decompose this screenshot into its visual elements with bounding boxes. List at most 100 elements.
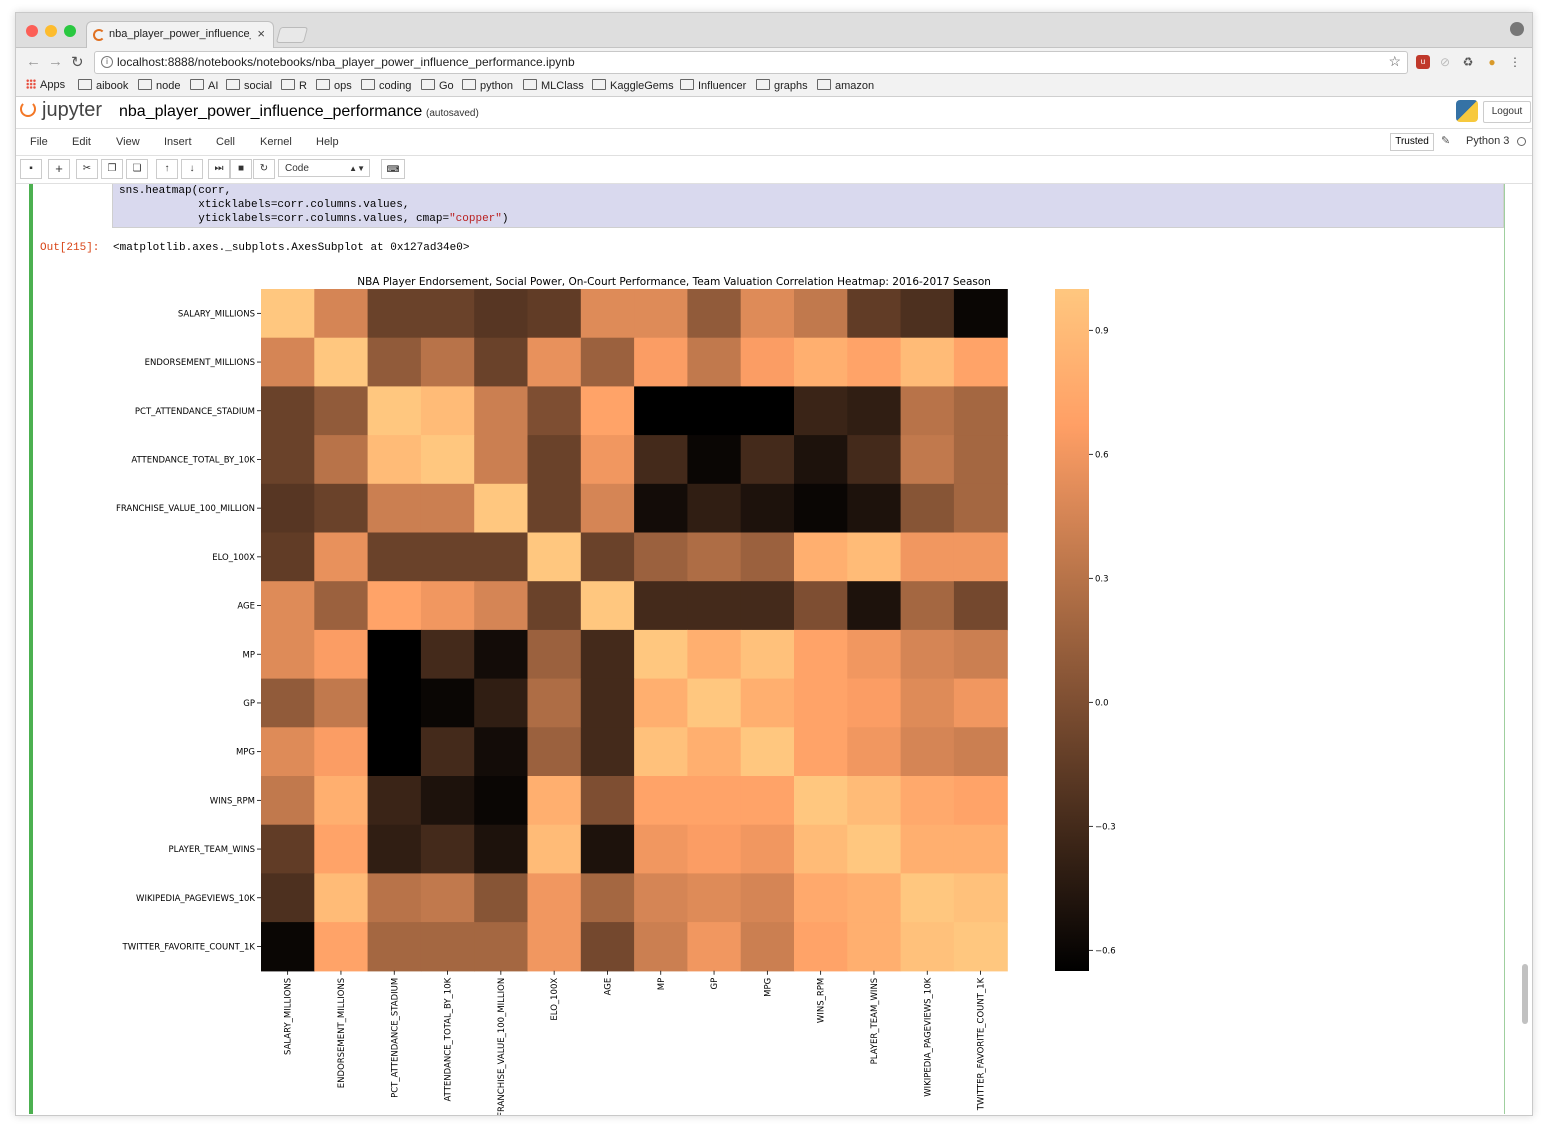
back-arrow-icon[interactable]: ←	[26, 53, 41, 70]
x-tick-label: MP	[657, 978, 667, 990]
bookmark-social[interactable]: social	[226, 79, 272, 92]
heatmap-cell	[900, 532, 955, 582]
minimize-window-button[interactable]	[45, 25, 57, 37]
extension-icon[interactable]: ⊘	[1439, 55, 1451, 69]
heatmap-cell	[527, 386, 582, 436]
interrupt-kernel-icon[interactable]: ■	[230, 159, 252, 179]
menu-file[interactable]: File	[30, 136, 48, 148]
ublock-extension-icon[interactable]: u	[1416, 55, 1430, 69]
bookmark-ai[interactable]: AI	[190, 79, 218, 92]
bookmark-star-icon[interactable]: ☆	[1388, 53, 1401, 69]
code-line: yticklabels=corr.columns.values, cmap="c…	[119, 213, 509, 225]
heatmap-cell	[261, 337, 315, 387]
heatmap-cell	[367, 581, 422, 631]
bookmark-go[interactable]: Go	[421, 79, 454, 92]
recycle-extension-icon[interactable]: ♻	[1462, 55, 1474, 69]
bookmark-node[interactable]: node	[138, 79, 180, 92]
heatmap-cell	[367, 629, 422, 680]
y-tick-label: MP	[243, 650, 255, 660]
bookmark-amazon[interactable]: amazon	[817, 79, 874, 92]
heatmap-cell	[634, 629, 688, 680]
heatmap-cell	[527, 873, 582, 923]
heatmap-cell	[314, 824, 369, 874]
heatmap-cell	[527, 727, 582, 777]
x-tick-label: WINS_RPM	[817, 978, 827, 1023]
bookmark-aibook[interactable]: aibook	[78, 79, 128, 92]
menu-insert[interactable]: Insert	[164, 136, 192, 148]
bookmark-influencer[interactable]: Influencer	[680, 79, 746, 92]
x-tick-label: ELO_100X	[550, 978, 560, 1021]
move-down-icon[interactable]: ↓	[181, 159, 203, 179]
close-tab-icon[interactable]: ×	[257, 26, 265, 41]
bookmark-kagglegems[interactable]: KaggleGems	[592, 79, 674, 92]
address-bar[interactable]: i localhost:8888/notebooks/notebooks/nba…	[94, 51, 1408, 74]
folder-icon	[361, 79, 375, 90]
heatmap-cell	[953, 824, 1008, 874]
menu-view[interactable]: View	[116, 136, 140, 148]
cookie-extension-icon[interactable]: ●	[1488, 55, 1496, 69]
heatmap-cell	[794, 727, 848, 777]
heatmap-cell	[580, 727, 635, 777]
heatmap-cell	[261, 678, 315, 728]
heatmap-cell	[794, 289, 848, 339]
bookmark-python[interactable]: python	[462, 79, 513, 92]
url-text: localhost:8888/notebooks/notebooks/nba_p…	[117, 55, 575, 69]
bookmark-mlclass[interactable]: MLClass	[523, 79, 584, 92]
heatmap-cell	[420, 922, 475, 972]
heatmap-cell	[687, 386, 742, 436]
menu-cell[interactable]: Cell	[216, 136, 235, 148]
reload-icon[interactable]: ↻	[71, 54, 84, 71]
menu-kernel[interactable]: Kernel	[260, 136, 292, 148]
browser-tab[interactable]: nba_player_power_influence_p ×	[86, 21, 274, 48]
code-input-area[interactable]: sns.heatmap(corr, xticklabels=corr.colum…	[112, 184, 1504, 228]
autosave-status: (autosaved)	[426, 108, 479, 119]
bookmark-coding[interactable]: coding	[361, 79, 411, 92]
heatmap-cell	[900, 873, 955, 923]
heatmap-cell	[367, 678, 422, 728]
y-tick-label: GP	[243, 699, 255, 709]
trusted-indicator[interactable]: Trusted	[1390, 133, 1434, 151]
insert-cell-icon[interactable]: +	[48, 159, 70, 179]
folder-icon	[421, 79, 435, 90]
browser-menu-icon[interactable]: ⋮	[1509, 55, 1521, 69]
heatmap-cell	[900, 824, 955, 874]
page-scrollbar[interactable]	[1522, 964, 1528, 1024]
menu-help[interactable]: Help	[316, 136, 339, 148]
jupyter-logo[interactable]: jupyter	[20, 99, 102, 122]
heatmap-cell	[847, 386, 902, 436]
heatmap-cell	[687, 922, 742, 972]
forward-arrow-icon[interactable]: →	[48, 53, 63, 70]
profile-icon[interactable]	[1510, 22, 1524, 36]
logout-button[interactable]: Logout	[1483, 101, 1531, 123]
bookmark-r[interactable]: R	[281, 79, 307, 92]
close-window-button[interactable]	[26, 25, 38, 37]
notebook-name[interactable]: nba_player_power_influence_performance	[119, 103, 423, 120]
folder-icon	[756, 79, 770, 90]
heatmap-cell	[900, 776, 955, 826]
menu-edit[interactable]: Edit	[72, 136, 91, 148]
bookmark-graphs[interactable]: graphs	[756, 79, 808, 92]
cut-icon[interactable]: ✂	[76, 159, 98, 179]
move-up-icon[interactable]: ↑	[156, 159, 178, 179]
heatmap-cell	[580, 629, 635, 680]
run-cell-icon[interactable]: ⏭	[208, 159, 230, 179]
bookmark-apps[interactable]: Apps	[26, 79, 65, 91]
save-icon[interactable]: ▪	[20, 159, 42, 179]
cell-type-select[interactable]: Code ▲▼	[278, 159, 370, 177]
bookmark-ops[interactable]: ops	[316, 79, 352, 92]
heatmap-cell	[474, 289, 529, 339]
heatmap-cell	[794, 435, 848, 485]
heatmap-cell	[527, 289, 582, 339]
info-icon[interactable]: i	[101, 56, 113, 68]
restart-kernel-icon[interactable]: ↻	[253, 159, 275, 179]
heatmap-cell	[420, 824, 475, 874]
edit-pencil-icon[interactable]: ✎	[1441, 135, 1451, 147]
copy-icon[interactable]: ❐	[101, 159, 123, 179]
heatmap-cell	[740, 435, 795, 485]
maximize-window-button[interactable]	[64, 25, 76, 37]
keyboard-shortcuts-icon[interactable]: ⌨	[381, 159, 405, 179]
heatmap-cell	[900, 581, 955, 631]
selected-cell-indicator	[29, 184, 33, 1114]
paste-icon[interactable]: ❏	[126, 159, 148, 179]
new-tab-button[interactable]	[275, 27, 309, 43]
